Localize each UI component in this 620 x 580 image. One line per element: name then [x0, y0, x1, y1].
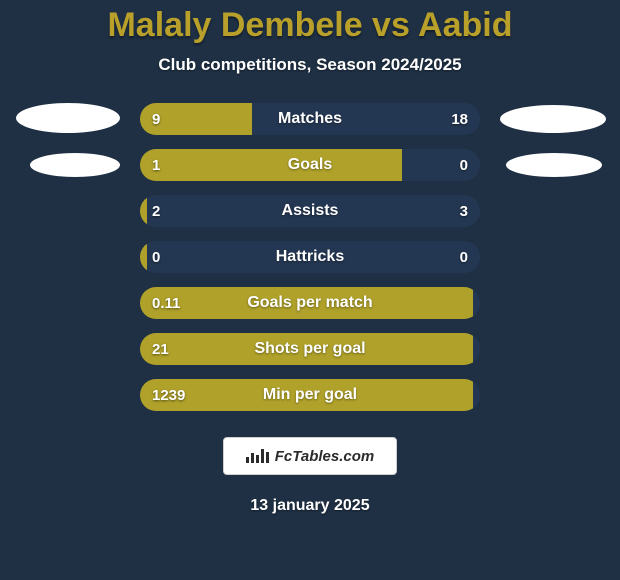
stat-value-right: 0	[460, 149, 468, 181]
stat-value-right: 0	[460, 241, 468, 273]
stat-value-right: 18	[451, 103, 468, 135]
stat-seg-left	[140, 195, 147, 227]
stat-seg-right	[252, 103, 480, 135]
stat-seg-left	[140, 379, 473, 411]
page-title: Malaly Dembele vs Aabid	[0, 0, 620, 45]
stat-seg-left	[140, 241, 147, 273]
stat-seg-right	[473, 333, 480, 365]
stat-value-left: 9	[152, 103, 160, 135]
stat-row: Shots per goal21	[140, 333, 480, 365]
stat-seg-left	[140, 149, 402, 181]
stat-value-left: 2	[152, 195, 160, 227]
stat-row: Hattricks00	[140, 241, 480, 273]
stat-row: Goals per match0.11	[140, 287, 480, 319]
stat-seg-right	[473, 379, 480, 411]
stat-row: Matches918	[140, 103, 480, 135]
stat-value-left: 1	[152, 149, 160, 181]
stat-value-right: 3	[460, 195, 468, 227]
player-right-avatar-1	[500, 105, 606, 133]
stat-seg-left	[140, 333, 473, 365]
stat-value-left: 0.11	[152, 287, 180, 319]
credit-label: FcTables.com	[275, 448, 374, 465]
stats-grid: Matches918Goals10Assists23Hattricks00Goa…	[10, 103, 610, 411]
date-label: 13 january 2025	[0, 497, 620, 515]
rows-wrapper: Matches918Goals10Assists23Hattricks00Goa…	[10, 103, 610, 411]
stat-seg-right	[473, 287, 480, 319]
subtitle: Club competitions, Season 2024/2025	[0, 55, 620, 75]
stat-value-left: 21	[152, 333, 169, 365]
stat-value-left: 0	[152, 241, 160, 273]
credit-bars-icon	[246, 449, 269, 463]
stat-seg-right	[147, 195, 480, 227]
stat-seg-right	[402, 149, 480, 181]
stat-value-left: 1239	[152, 379, 185, 411]
credit-badge: FcTables.com	[223, 437, 397, 475]
comparison-card: Malaly Dembele vs Aabid Club competition…	[0, 0, 620, 580]
stat-seg-right	[147, 241, 480, 273]
stat-seg-left	[140, 287, 473, 319]
stat-row: Assists23	[140, 195, 480, 227]
stat-row: Min per goal1239	[140, 379, 480, 411]
player-left-avatar-2	[30, 153, 120, 177]
player-left-avatar-1	[16, 103, 120, 133]
player-right-avatar-2	[506, 153, 602, 177]
stat-row: Goals10	[140, 149, 480, 181]
